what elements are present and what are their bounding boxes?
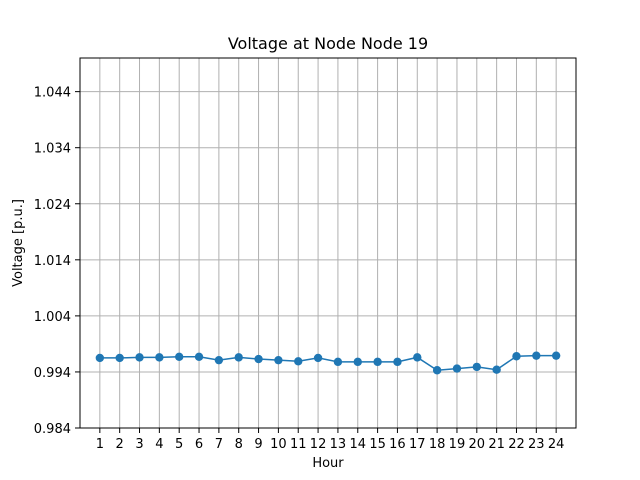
x-tick-label: 14 xyxy=(349,437,366,452)
x-tick-label: 11 xyxy=(290,437,307,452)
data-point xyxy=(393,357,402,367)
y-tick-label: 0.984 xyxy=(34,422,71,437)
x-tick-label: 19 xyxy=(449,437,466,452)
data-point xyxy=(115,353,124,363)
y-axis-label: Voltage [p.u.] xyxy=(11,199,26,287)
data-point xyxy=(373,357,382,367)
data-point xyxy=(413,353,422,362)
data-point xyxy=(95,353,105,363)
data-point xyxy=(313,353,323,363)
x-tick-label: 5 xyxy=(175,437,183,452)
chart-title: Voltage at Node Node 19 xyxy=(228,34,428,53)
x-tick-label: 22 xyxy=(508,437,525,452)
x-tick-label: 9 xyxy=(254,437,262,452)
data-point xyxy=(194,352,204,362)
data-point xyxy=(353,357,362,367)
data-point xyxy=(234,353,243,362)
data-point xyxy=(254,354,263,364)
x-tick-label: 4 xyxy=(155,437,163,452)
data-point xyxy=(452,364,462,373)
series-line xyxy=(99,354,557,372)
y-tick-label: 1.034 xyxy=(34,142,71,157)
plot-frame xyxy=(79,57,577,429)
x-tick-label: 18 xyxy=(429,437,446,452)
x-axis-label: Hour xyxy=(312,456,344,471)
x-tick-label: 3 xyxy=(135,437,143,452)
x-tick-label: 13 xyxy=(330,437,347,452)
data-point xyxy=(472,362,481,372)
x-tick-label: 15 xyxy=(369,437,386,452)
x-tick-label: 24 xyxy=(548,437,565,452)
x-tick-label: 17 xyxy=(409,437,426,452)
data-point xyxy=(274,355,283,365)
data-point xyxy=(532,351,541,360)
data-point xyxy=(135,353,144,362)
data-point xyxy=(175,352,184,362)
y-tick-label: 0.994 xyxy=(34,366,71,381)
y-tick-label: 1.044 xyxy=(34,86,71,101)
series-layer xyxy=(95,351,561,375)
x-tick-label: 7 xyxy=(215,437,223,452)
data-point xyxy=(551,351,561,360)
grid-layer xyxy=(80,58,576,429)
x-tick-label: 20 xyxy=(469,437,486,452)
x-tick-label: 6 xyxy=(195,437,203,452)
x-tick-label: 12 xyxy=(310,437,327,452)
data-point xyxy=(214,355,224,365)
x-tick-label: 2 xyxy=(116,437,124,452)
tick-layer: 1 2 3 4 5 6 7 8 9 10 11 12 13 14 15 16 17 18 19 20 21 22 23 240… xyxy=(34,86,565,452)
data-point xyxy=(512,352,521,361)
y-tick-label: 1.004 xyxy=(34,310,71,325)
data-point xyxy=(333,357,343,367)
y-tick-label: 1.014 xyxy=(34,254,71,269)
x-tick-label: 10 xyxy=(270,437,287,452)
data-point xyxy=(492,365,501,374)
y-tick-label: 1.024 xyxy=(34,198,71,213)
data-point xyxy=(432,366,442,375)
x-tick-label: 16 xyxy=(389,437,406,452)
x-tick-label: 21 xyxy=(488,437,505,452)
x-tick-label: 8 xyxy=(235,437,243,452)
data-point xyxy=(155,353,164,362)
x-tick-label: 1 xyxy=(96,437,104,452)
x-tick-label: 23 xyxy=(528,437,545,452)
data-point xyxy=(294,357,303,366)
